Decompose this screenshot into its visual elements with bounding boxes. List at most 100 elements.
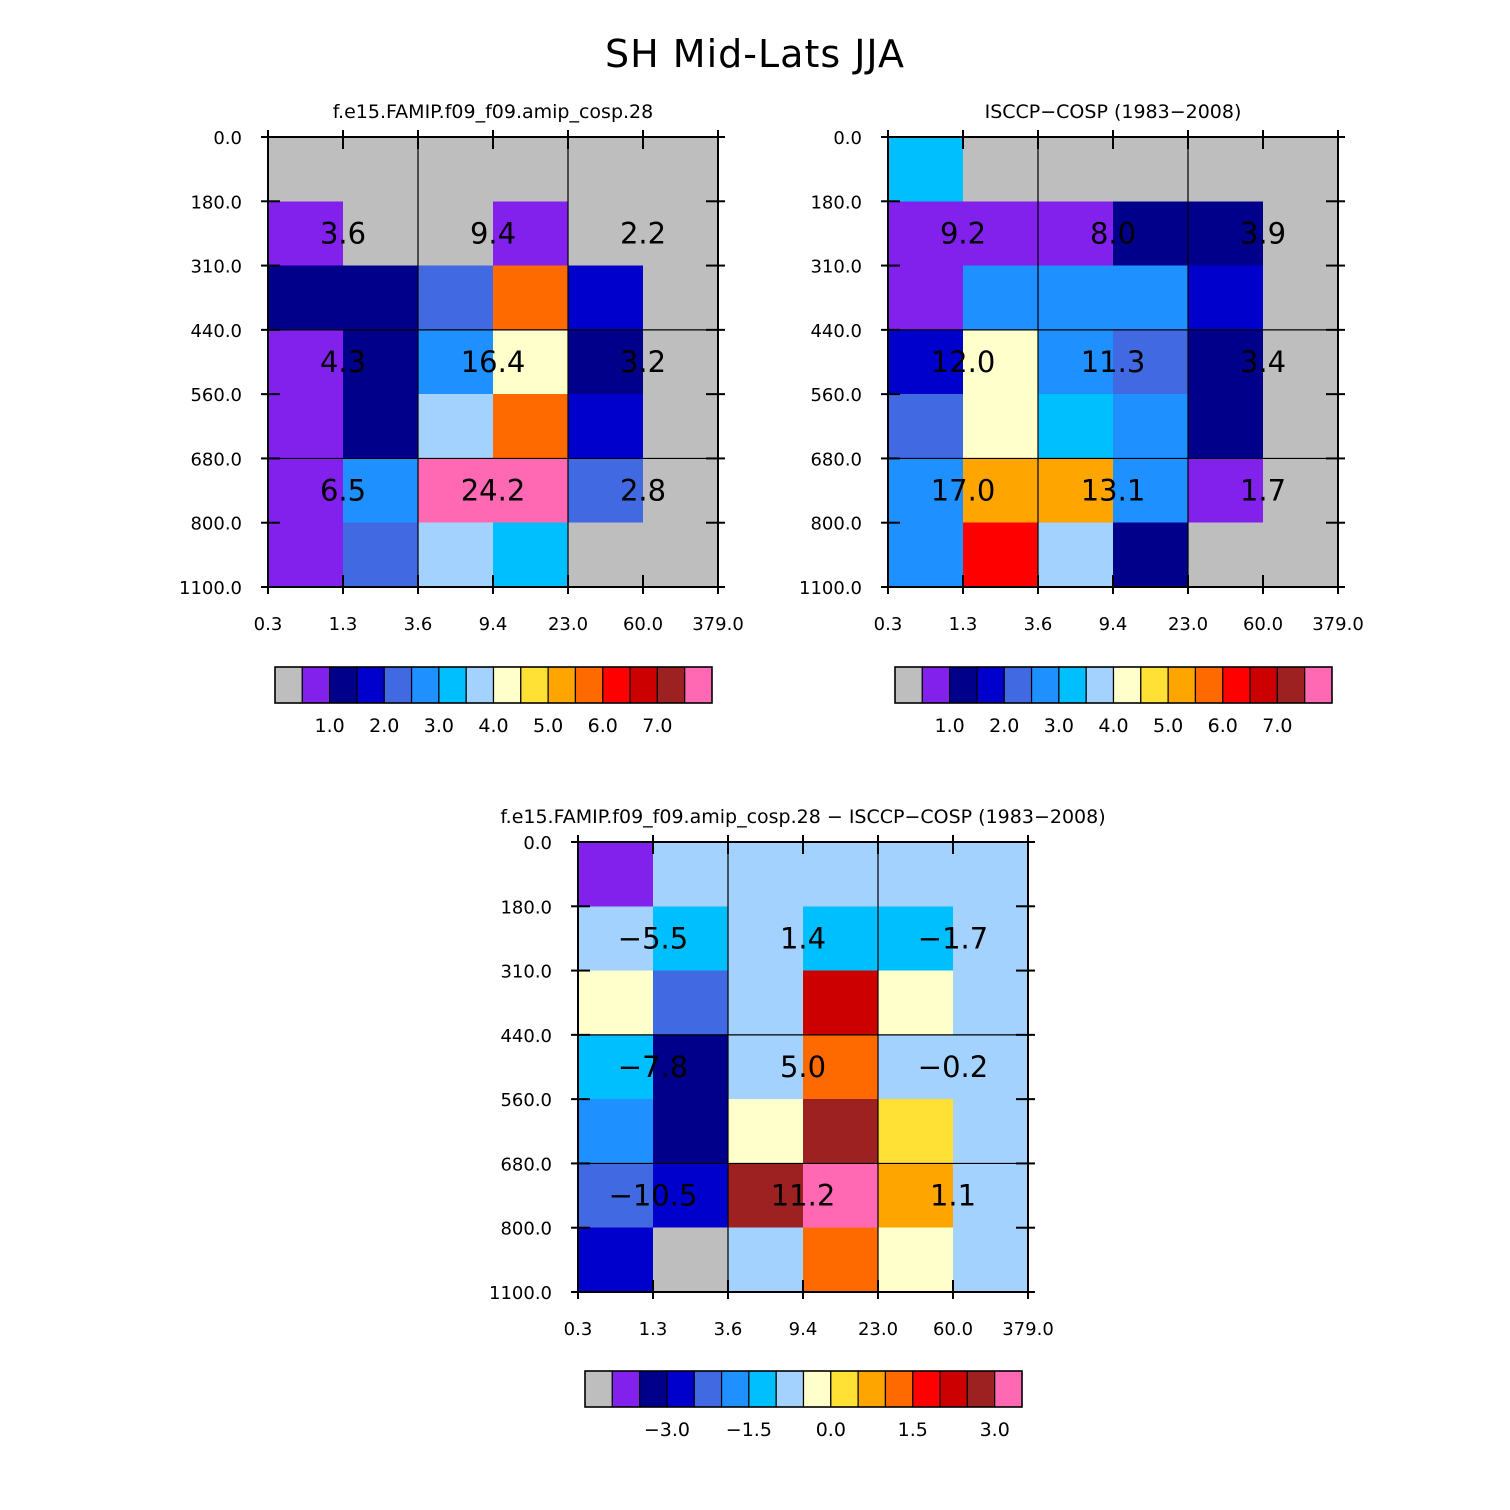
figure-title: SH Mid-Lats JJA	[605, 32, 905, 76]
heatmap-cell	[643, 265, 719, 331]
colorbar-label: 6.0	[588, 715, 618, 737]
heatmap-cell	[268, 265, 344, 331]
heatmap-cell	[888, 522, 964, 588]
y-tick-label: 680.0	[190, 449, 242, 470]
heatmap-cell	[643, 137, 719, 202]
x-tick-label: 1.3	[639, 1319, 668, 1340]
colorbar-swatch	[830, 1370, 859, 1408]
heatmap-cell	[953, 1099, 1029, 1165]
heatmap-cell	[878, 970, 954, 1036]
colorbar-swatch	[802, 1370, 832, 1408]
colorbar-swatch	[1140, 666, 1169, 704]
heatmap-cell	[1263, 201, 1339, 267]
heatmap-cell	[418, 458, 494, 524]
colorbar-swatch	[492, 666, 522, 704]
summary-value: −10.5	[609, 1179, 698, 1213]
heatmap-cell	[268, 137, 344, 202]
colorbar-swatch	[1003, 666, 1033, 704]
colorbar-swatch	[356, 666, 385, 704]
y-tick-label: 440.0	[190, 321, 242, 342]
heatmap-cell	[1113, 458, 1189, 524]
heatmap-cell	[493, 458, 569, 524]
heatmap-cell	[568, 137, 644, 202]
x-tick-label: 379.0	[1002, 1319, 1054, 1340]
heatmap-cell	[1038, 458, 1114, 524]
x-tick-label: 0.3	[254, 614, 283, 635]
summary-value: 9.2	[940, 216, 986, 250]
heatmap-cell	[343, 265, 419, 331]
y-tick-label: 180.0	[500, 897, 552, 918]
heatmap-cell	[653, 1227, 729, 1293]
x-tick-label: 1.3	[949, 614, 978, 635]
heatmap-cell	[963, 458, 1039, 524]
summary-value: 1.4	[780, 921, 826, 955]
heatmap-cell	[1038, 137, 1114, 202]
heatmap-cell	[728, 1099, 804, 1165]
heatmap-cell	[643, 201, 719, 267]
colorbar-swatch	[629, 666, 658, 704]
heatmap-cell	[578, 1034, 654, 1100]
heatmap-cell	[418, 265, 494, 331]
y-tick-label: 310.0	[190, 257, 242, 278]
colorbar-swatch	[639, 1370, 668, 1408]
x-tick-label: 0.3	[564, 1319, 593, 1340]
heatmap-cell	[653, 1163, 729, 1229]
colorbar-label: 7.0	[642, 715, 672, 737]
heatmap-cell	[578, 842, 654, 907]
heatmap-cell	[1188, 522, 1264, 588]
heatmap-cell	[888, 265, 964, 331]
colorbar-frame	[274, 666, 713, 704]
y-tick-label: 560.0	[190, 385, 242, 406]
x-tick-label: 379.0	[1312, 614, 1364, 635]
heatmap-cell	[568, 265, 644, 331]
panel-title: ISCCP−COSP (1983−2008)	[985, 101, 1242, 123]
y-tick-label: 0.0	[213, 128, 242, 149]
x-tick-label: 3.6	[1024, 614, 1053, 635]
y-tick-label: 800.0	[810, 514, 862, 535]
heatmap-cell	[888, 201, 964, 267]
heatmap-cell	[1113, 265, 1189, 331]
x-tick-label: 9.4	[789, 1319, 818, 1340]
heatmap-cell	[493, 137, 569, 202]
summary-value: −1.7	[918, 921, 988, 955]
x-tick-label: 3.6	[714, 1319, 743, 1340]
heatmap-cell	[568, 458, 644, 524]
colorbar-swatch	[301, 666, 331, 704]
heatmap-cell	[963, 201, 1039, 267]
colorbar-swatch	[939, 1370, 968, 1408]
panel-1: f.e15.FAMIP.f09_f09.amip_cosp.28 0.0 180.0…	[179, 101, 744, 737]
x-tick-label: 60.0	[1243, 614, 1283, 635]
x-tick-label: 23.0	[1168, 614, 1208, 635]
colorbar-swatch	[1249, 666, 1278, 704]
colorbar-label: 3.0	[980, 1419, 1010, 1441]
y-tick-label: 440.0	[500, 1026, 552, 1047]
heatmap-cell	[963, 137, 1039, 202]
heatmap-cell	[268, 329, 344, 395]
colorbar-swatch	[857, 1370, 887, 1408]
y-tick-label: 1100.0	[799, 578, 862, 599]
heatmap-cell	[568, 394, 644, 460]
heatmap-cell	[1263, 522, 1339, 588]
heatmap-cell	[643, 458, 719, 524]
heatmap-cell	[878, 906, 954, 972]
heatmap-cell	[953, 1034, 1029, 1100]
heatmap-cell	[643, 329, 719, 395]
x-tick-label: 9.4	[479, 614, 508, 635]
heatmap-cell	[418, 137, 494, 202]
heatmap-cell	[1038, 522, 1114, 588]
colorbar-swatch	[602, 666, 631, 704]
colorbar-swatch	[748, 1370, 777, 1408]
summary-value: 17.0	[931, 474, 996, 508]
colorbar-swatch	[1030, 666, 1060, 704]
heatmap-cell	[1113, 394, 1189, 460]
colorbar: −3.0 −1.5 0.0 1.5 3.0	[584, 1370, 1023, 1441]
heatmap-cell	[1113, 201, 1189, 267]
heatmap-cell	[653, 970, 729, 1036]
colorbar-swatch	[720, 1370, 750, 1408]
heatmap-cell	[728, 1034, 804, 1100]
colorbar-swatch	[966, 1370, 996, 1408]
colorbar-label: 0.0	[816, 1419, 846, 1441]
heatmap-cell	[568, 329, 644, 395]
colorbar-label: 2.0	[369, 715, 399, 737]
